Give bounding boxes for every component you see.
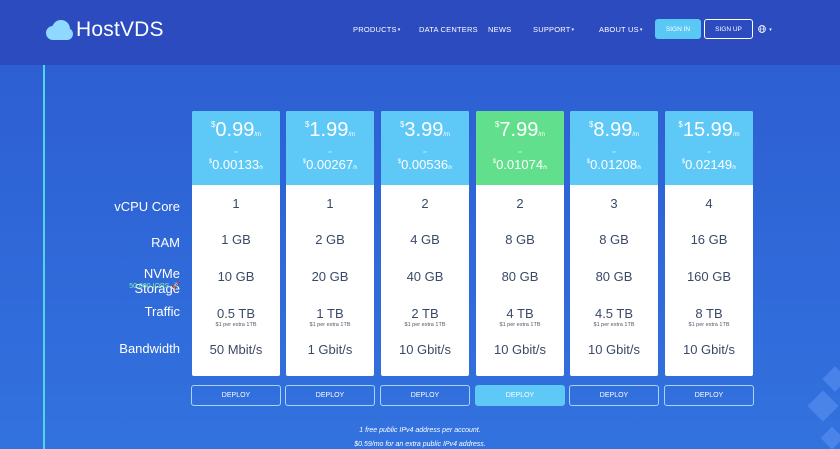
nav-item-about-us[interactable]: ABOUT US▾: [599, 25, 643, 34]
plan-storage: 80 GB: [501, 269, 539, 284]
plan-card: $7.99/m or $0.01074/h 2 8 GB 80 GB 4 TB $1 per …: [476, 111, 564, 376]
nav-item-support[interactable]: SUPPORT▾: [533, 25, 575, 34]
plan-vcpu: 1: [232, 196, 240, 211]
brand-logo[interactable]: HostVDS: [44, 18, 164, 42]
plan-ram: 16 GB: [690, 232, 728, 247]
deploy-button[interactable]: DEPLOY: [475, 385, 565, 406]
chevron-down-icon: ▾: [639, 27, 643, 33]
globe-icon: [758, 25, 768, 34]
hourly-price: $0.00133/h: [208, 157, 264, 172]
plan-bandwidth: 10 Gbit/s: [587, 342, 641, 357]
accent-line: [43, 65, 45, 449]
chevron-down-icon: ▾: [571, 27, 575, 33]
plan-storage: 160 GB: [686, 269, 732, 284]
chevron-down-icon: ▾: [769, 27, 772, 33]
plan-card: $3.99/m or $0.00536/h 2 4 GB 40 GB 2 TB $1 per …: [381, 111, 469, 376]
plan-price-header: $1.99/m or $0.00267/h: [286, 111, 374, 185]
deploy-button[interactable]: DEPLOY: [664, 385, 754, 406]
plan-price-header: $7.99/m or $0.01074/h: [476, 111, 564, 185]
plan-card: $1.99/m or $0.00267/h 1 2 GB 20 GB 1 TB $1 per …: [286, 111, 374, 376]
plan-storage: 40 GB: [406, 269, 444, 284]
plan-traffic: 2 TB: [411, 306, 439, 321]
plan-card: $8.99/m or $0.01208/h 3 8 GB 80 GB 4.5 TB $1 pe…: [570, 111, 658, 376]
hourly-price: $0.01074/h: [492, 157, 548, 172]
monthly-price: $3.99/m: [399, 119, 451, 141]
label-bandwidth: Bandwidth: [119, 341, 180, 356]
deploy-button[interactable]: DEPLOY: [380, 385, 470, 406]
plan-ram: 2 GB: [315, 232, 345, 247]
nav-item-news[interactable]: NEWS: [488, 25, 512, 34]
plan-traffic: 4 TB: [506, 306, 534, 321]
plan-price-header: $0.99/m or $0.00133/h: [192, 111, 280, 185]
chevron-down-icon: ▾: [397, 27, 401, 33]
plan-traffic: 0.5 TB: [216, 306, 256, 321]
nav-item-data-centers[interactable]: DATA CENTERS: [419, 25, 478, 34]
or-separator: or: [612, 149, 616, 154]
nav-item-products[interactable]: PRODUCTS▾: [353, 25, 401, 34]
plan-traffic-extra: $1 per extra 1TB: [499, 322, 541, 328]
brand-name: HostVDS: [76, 18, 164, 41]
plan-storage: 20 GB: [311, 269, 349, 284]
plan-ram: 8 GB: [599, 232, 629, 247]
plan-traffic-extra: $1 per extra 1TB: [215, 322, 257, 328]
plan-traffic-extra: $1 per extra 1TB: [404, 322, 446, 328]
ipv4-extra-note: $0.59/mo for an extra public IPv4 addres…: [354, 441, 486, 448]
plan-bandwidth: 10 Gbit/s: [493, 342, 547, 357]
plan-ram: 1 GB: [221, 232, 251, 247]
monthly-price: $15.99/m: [678, 119, 740, 141]
label-vcpu: vCPU Core: [114, 199, 180, 214]
monthly-price: $7.99/m: [494, 119, 546, 141]
cloud-logo-icon: [44, 19, 74, 41]
main-nav: PRODUCTS▾ DATA CENTERS NEWS SUPPORT▾ ABO…: [0, 25, 840, 39]
deploy-button[interactable]: DEPLOY: [569, 385, 659, 406]
sign-up-button[interactable]: SIGN UP: [704, 19, 753, 39]
plan-card: $0.99/m or $0.00133/h 1 1 GB 10 GB 0.5 TB $1 pe…: [192, 111, 280, 376]
deploy-button[interactable]: DEPLOY: [191, 385, 281, 406]
monthly-price: $8.99/m: [588, 119, 640, 141]
label-storage: NVMe Storage: [134, 266, 180, 296]
or-separator: or: [328, 149, 332, 154]
or-separator: or: [234, 149, 238, 154]
label-ram: RAM: [151, 235, 180, 250]
plan-ram: 8 GB: [505, 232, 535, 247]
hourly-price: $0.00536/h: [397, 157, 453, 172]
plan-storage: 10 GB: [217, 269, 255, 284]
hourly-price: $0.02149/h: [681, 157, 737, 172]
or-separator: or: [423, 149, 427, 154]
plan-traffic: 8 TB: [695, 306, 723, 321]
plan-price-header: $8.99/m or $0.01208/h: [570, 111, 658, 185]
plan-card: $15.99/m or $0.02149/h 4 16 GB 160 GB 8 TB $1 p…: [665, 111, 753, 376]
plan-traffic-extra: $1 per extra 1TB: [309, 322, 351, 328]
language-selector[interactable]: ▾: [758, 25, 772, 34]
top-navigation-bar: HostVDS PRODUCTS▾ DATA CENTERS NEWS SUPP…: [0, 0, 840, 65]
plan-vcpu: 1: [326, 196, 334, 211]
plan-vcpu: 3: [610, 196, 618, 211]
plan-price-header: $3.99/m or $0.00536/h: [381, 111, 469, 185]
plan-bandwidth: 10 Gbit/s: [398, 342, 452, 357]
plan-ram: 4 GB: [410, 232, 440, 247]
monthly-price: $1.99/m: [304, 119, 356, 141]
plan-traffic-extra: $1 per extra 1TB: [688, 322, 730, 328]
plan-traffic: 1 TB: [316, 306, 344, 321]
deploy-button[interactable]: DEPLOY: [285, 385, 375, 406]
or-separator: or: [518, 149, 522, 154]
plan-vcpu: 4: [705, 196, 713, 211]
plan-bandwidth: 1 Gbit/s: [307, 342, 353, 357]
plan-storage: 80 GB: [595, 269, 633, 284]
monthly-price: $0.99/m: [210, 119, 262, 141]
plan-price-header: $15.99/m or $0.02149/h: [665, 111, 753, 185]
hourly-price: $0.00267/h: [302, 157, 358, 172]
plan-bandwidth: 50 Mbit/s: [209, 342, 263, 357]
or-separator: or: [707, 149, 711, 154]
plan-vcpu: 2: [516, 196, 524, 211]
plan-vcpu: 2: [421, 196, 429, 211]
plan-bandwidth: 10 Gbit/s: [682, 342, 736, 357]
plan-traffic-extra: $1 per extra 1TB: [593, 322, 635, 328]
label-traffic: Traffic: [144, 304, 180, 319]
plan-traffic: 4.5 TB: [594, 306, 634, 321]
hourly-price: $0.01208/h: [586, 157, 642, 172]
sign-in-button[interactable]: SIGN IN: [655, 19, 701, 39]
label-iops: 50 000 IOPS 🚀: [129, 283, 180, 290]
ipv4-note: 1 free public IPv4 address per account.: [359, 427, 481, 434]
